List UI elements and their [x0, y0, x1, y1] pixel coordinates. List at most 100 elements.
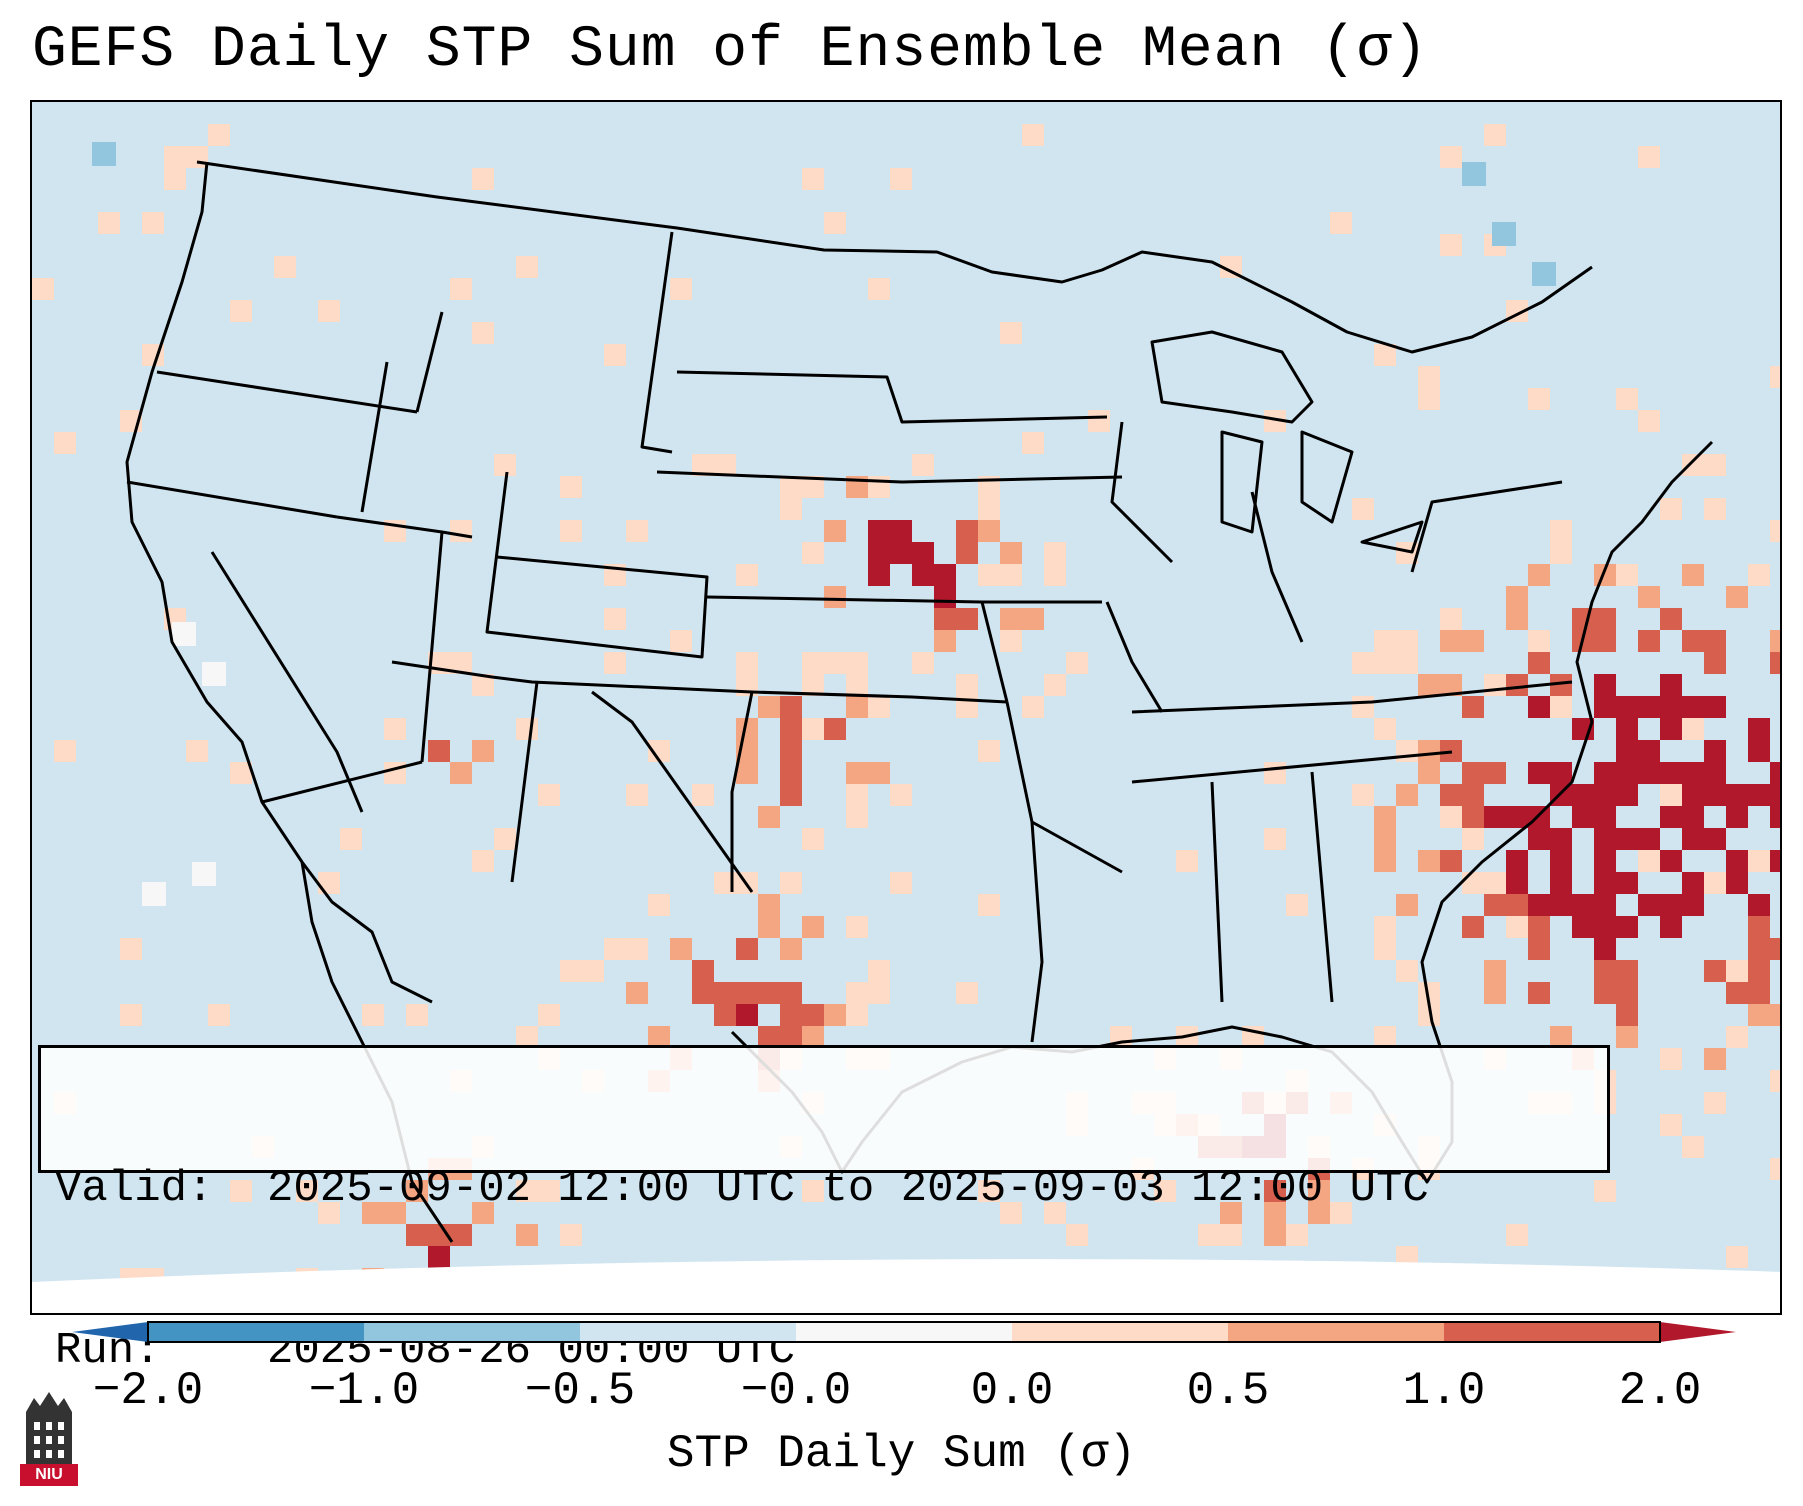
stp-cell — [1770, 520, 1780, 542]
stp-cell — [1528, 696, 1550, 718]
stp-cell — [824, 520, 846, 542]
stp-cell — [1418, 762, 1440, 784]
stp-cell — [1616, 784, 1638, 806]
stp-cell — [736, 938, 758, 960]
stp-cell — [802, 674, 824, 696]
stp-cell — [318, 1202, 340, 1224]
stp-cell — [1770, 784, 1780, 806]
stp-cell — [1682, 828, 1704, 850]
stp-cell — [868, 696, 890, 718]
stp-cell — [538, 1180, 560, 1202]
stp-cell — [978, 498, 1000, 520]
stp-cell — [450, 762, 472, 784]
stp-cell — [1528, 938, 1550, 960]
wa-id-border — [415, 311, 444, 413]
lake-erie — [1360, 520, 1424, 554]
stp-cell — [1616, 982, 1638, 1004]
stp-cell — [1484, 806, 1506, 828]
stp-cell — [648, 740, 670, 762]
stp-cell — [1682, 872, 1704, 894]
stp-cell — [1704, 1092, 1726, 1114]
stp-cell — [1528, 982, 1550, 1004]
stp-cell — [1660, 1048, 1682, 1070]
sd-ne-border — [656, 470, 1123, 484]
stp-cell — [802, 476, 824, 498]
stp-cell — [1748, 938, 1770, 960]
stp-cell — [1572, 916, 1594, 938]
stp-cell — [318, 300, 340, 322]
chart-title: GEFS Daily STP Sum of Ensemble Mean (σ) — [32, 18, 1429, 83]
stp-cell — [1638, 586, 1660, 608]
stp-cell — [692, 982, 714, 1004]
stp-cell — [1660, 674, 1682, 696]
oh-in-border — [1250, 491, 1304, 643]
stp-cell — [54, 432, 76, 454]
stp-cell — [868, 542, 890, 564]
az-nm-border — [510, 681, 539, 883]
or-wa-border — [156, 370, 418, 414]
stp-cell — [934, 630, 956, 652]
stp-cell — [164, 146, 186, 168]
stp-cell — [1748, 740, 1770, 762]
stp-cell — [868, 520, 890, 542]
stp-cell — [1682, 718, 1704, 740]
stp-cell — [1550, 542, 1572, 564]
stp-cell — [1352, 784, 1374, 806]
stp-cell — [1770, 806, 1780, 828]
stp-cell — [1000, 564, 1022, 586]
stp-cell — [1550, 894, 1572, 916]
mo-il-border — [1105, 601, 1164, 713]
stp-cell — [1264, 410, 1286, 432]
stp-cell — [956, 520, 978, 542]
stp-cell — [1594, 938, 1616, 960]
stp-cell — [1506, 1224, 1528, 1246]
stp-cell — [1638, 894, 1660, 916]
nv-ut-border — [420, 531, 444, 763]
wyoming-co — [485, 471, 709, 659]
stp-cell — [516, 1180, 538, 1202]
stp-cell — [1550, 762, 1572, 784]
stp-cell — [1726, 960, 1748, 982]
stp-cell — [802, 916, 824, 938]
stp-cell — [758, 982, 780, 1004]
stp-cell — [1638, 740, 1660, 762]
stp-cell — [868, 960, 890, 982]
stp-cell — [846, 762, 868, 784]
stp-cell — [1044, 674, 1066, 696]
stp-cell — [846, 784, 868, 806]
stp-cell — [1374, 344, 1396, 366]
stp-cell — [1264, 828, 1286, 850]
stp-cell — [1462, 828, 1484, 850]
stp-cell — [1704, 630, 1726, 652]
stp-cell — [1440, 850, 1462, 872]
stp-cell — [1484, 124, 1506, 146]
stp-cell — [1550, 696, 1572, 718]
stp-cell — [912, 652, 934, 674]
stp-cell — [1770, 762, 1780, 784]
stp-cell — [1418, 740, 1440, 762]
stp-cell — [1682, 1136, 1704, 1158]
stp-cell — [472, 740, 494, 762]
stp-cell — [1440, 784, 1462, 806]
stp-cell — [1682, 564, 1704, 586]
stp-cell — [1066, 652, 1088, 674]
stp-cell — [1528, 894, 1550, 916]
al-ga-border — [1310, 771, 1334, 1003]
stp-cell — [1330, 212, 1352, 234]
stp-cell — [1066, 1224, 1088, 1246]
stp-cell — [824, 212, 846, 234]
stp-cell — [1462, 916, 1484, 938]
stp-cell — [824, 586, 846, 608]
stp-cell — [1528, 762, 1550, 784]
stp-cell — [1220, 256, 1242, 278]
baja-coast — [300, 861, 454, 1243]
stp-cell — [1616, 740, 1638, 762]
stp-cell — [98, 212, 120, 234]
stp-cell — [780, 982, 802, 1004]
stp-cell — [1726, 850, 1748, 872]
stp-cell — [956, 608, 978, 630]
colorbar-segment — [796, 1322, 1013, 1342]
stp-cell — [1682, 630, 1704, 652]
stp-cell — [1440, 674, 1462, 696]
stp-cell — [582, 960, 604, 982]
